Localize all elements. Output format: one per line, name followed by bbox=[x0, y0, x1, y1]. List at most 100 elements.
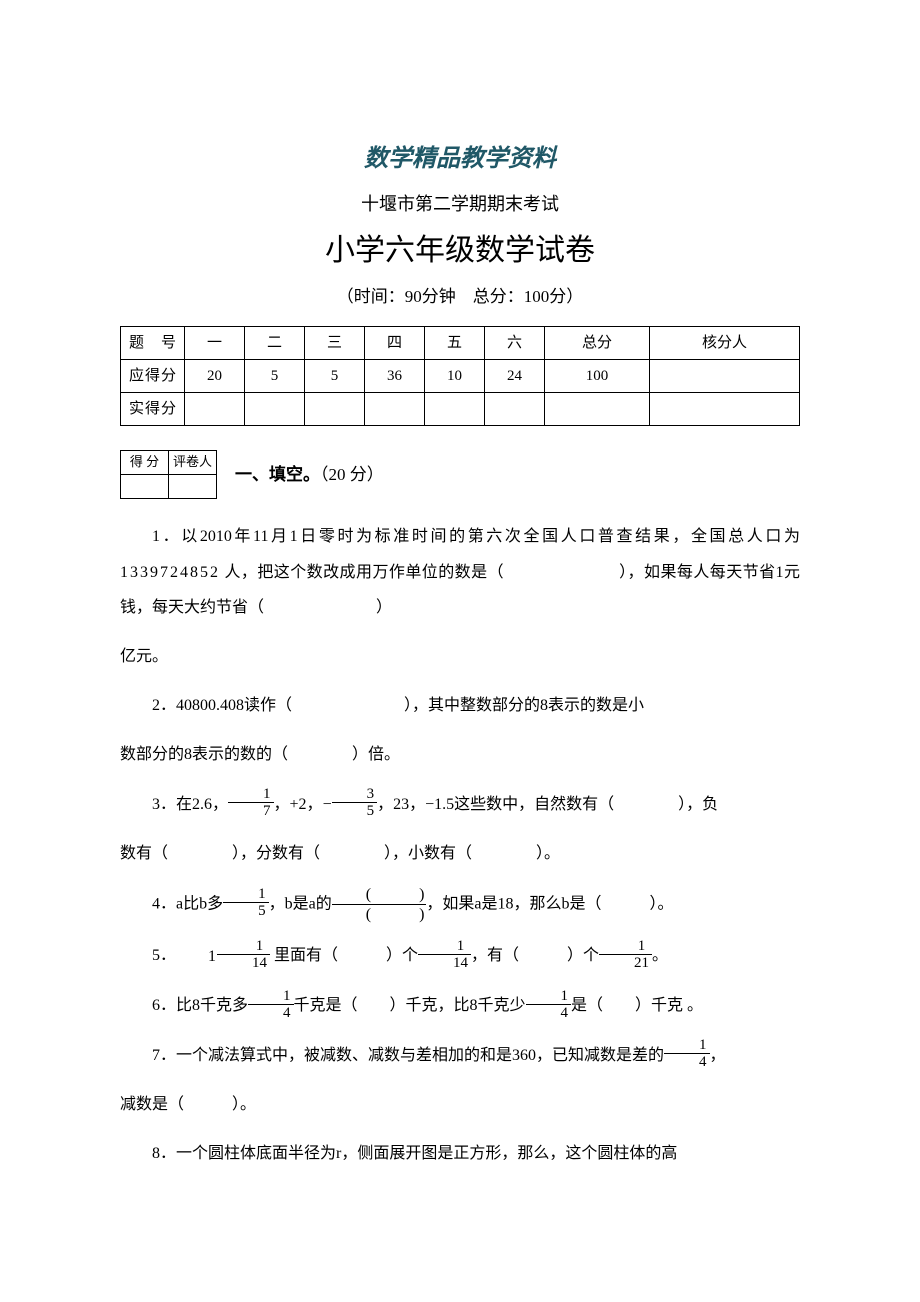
q-prefix: 6． bbox=[152, 997, 176, 1014]
q-text: 比8千克多 bbox=[176, 997, 248, 1014]
section-1-row: 得 分 评卷人 一、填空。（20 分） bbox=[120, 450, 800, 499]
frac-num: 1 bbox=[664, 1037, 710, 1055]
fraction: 14 bbox=[664, 1037, 710, 1071]
expected-cell: 5 bbox=[305, 360, 365, 393]
row-label: 题 号 bbox=[121, 327, 185, 360]
frac-den: 14 bbox=[418, 955, 471, 972]
score-expected-row: 应得分 20 5 5 36 10 24 100 bbox=[121, 360, 800, 393]
actual-cell bbox=[185, 393, 245, 426]
q-prefix: 1． bbox=[152, 528, 181, 545]
question-7: 7．一个减法算式中，被减数、减数与差相加的和是360，已知减数是差的14， bbox=[120, 1038, 800, 1073]
frac-den: 4 bbox=[526, 1005, 572, 1022]
frac-den: 5 bbox=[223, 903, 269, 920]
small-box-value bbox=[169, 475, 217, 499]
exam-city: 十堰市第二学期期末考试 bbox=[120, 190, 800, 219]
q-prefix: 4． bbox=[152, 895, 176, 912]
q-prefix: 8． bbox=[152, 1145, 176, 1162]
q-text: 人，把这个数改成用万作单位的数是 bbox=[224, 564, 487, 581]
fraction: 114 bbox=[217, 938, 270, 972]
frac-num: 1 bbox=[248, 988, 294, 1006]
frac-den: 21 bbox=[599, 955, 652, 972]
actual-cell bbox=[425, 393, 485, 426]
q-text: 。 bbox=[652, 947, 668, 964]
q-prefix: 2． bbox=[152, 697, 176, 714]
fraction: 14 bbox=[526, 988, 572, 1022]
fraction: 17 bbox=[228, 786, 274, 820]
question-8: 8．一个圆柱体底面半径为r，侧面展开图是正方形，那么，这个圆柱体的高 bbox=[120, 1136, 800, 1171]
q-text: 总人口为 bbox=[728, 528, 800, 545]
frac-den: 7 bbox=[228, 803, 274, 820]
score-table: 题 号 一 二 三 四 五 六 总分 核分人 应得分 20 5 5 36 10 … bbox=[120, 326, 800, 426]
mixed-number: 1114 bbox=[176, 939, 270, 974]
expected-cell: 20 bbox=[185, 360, 245, 393]
frac-den: 4 bbox=[664, 1054, 710, 1071]
frac-den: 4 bbox=[248, 1005, 294, 1022]
section-heading-text: 一、填空。 bbox=[235, 465, 320, 484]
q-text: ， bbox=[710, 1047, 726, 1064]
q-text: 里面有（ ）个 bbox=[270, 947, 418, 964]
frac-num: 1 bbox=[223, 886, 269, 904]
q-prefix: 5． bbox=[152, 947, 176, 964]
q-text: ，b是a的 bbox=[269, 895, 332, 912]
q-text: 40800.408读作（ ），其中整数部分的8表示的数是小 bbox=[176, 697, 644, 714]
frac-num: 1 bbox=[526, 988, 572, 1006]
mixed-whole: 1 bbox=[176, 939, 216, 974]
q-text: a比b多 bbox=[176, 895, 223, 912]
actual-cell bbox=[485, 393, 545, 426]
fraction: 121 bbox=[599, 938, 652, 972]
section-points: （20 分） bbox=[320, 465, 384, 484]
small-box-header: 得 分 bbox=[121, 451, 169, 475]
col-header: 三 bbox=[305, 327, 365, 360]
q-text: ，有（ ）个 bbox=[471, 947, 599, 964]
expected-cell: 36 bbox=[365, 360, 425, 393]
document-subtitle: 数学精品教学资料 bbox=[120, 140, 800, 178]
q-text: 在2.6， bbox=[176, 796, 228, 813]
actual-cell bbox=[245, 393, 305, 426]
col-header: 二 bbox=[245, 327, 305, 360]
q-prefix: 7． bbox=[152, 1047, 176, 1064]
fraction: 14 bbox=[248, 988, 294, 1022]
q-text: ，+2， bbox=[274, 796, 323, 813]
actual-cell bbox=[365, 393, 425, 426]
question-5: 5．1114 里面有（ ）个114，有（ ）个121。 bbox=[120, 938, 800, 974]
frac-num: 1 bbox=[217, 938, 270, 956]
actual-cell bbox=[305, 393, 365, 426]
expected-cell: 100 bbox=[545, 360, 650, 393]
q-text: 是（ ）千克 。 bbox=[571, 997, 703, 1014]
frac-den: 14 bbox=[217, 955, 270, 972]
frac-den: 5 bbox=[332, 803, 378, 820]
q-prefix: 3． bbox=[152, 796, 176, 813]
question-4: 4．a比b多15，b是a的( )( )，如果a是18，那么b是（ ）。 bbox=[120, 885, 800, 924]
question-7b: 减数是（ ）。 bbox=[120, 1087, 800, 1122]
frac-num: 1 bbox=[599, 938, 652, 956]
section-heading: 一、填空。（20 分） bbox=[235, 461, 384, 488]
q-text: ，如果a是18，那么b是（ ）。 bbox=[426, 895, 673, 912]
question-3b: 数有（ ），分数有（ ），小数有（ ）。 bbox=[120, 836, 800, 871]
expected-cell: 24 bbox=[485, 360, 545, 393]
expected-cell: 10 bbox=[425, 360, 485, 393]
col-header: 核分人 bbox=[649, 327, 799, 360]
question-3: 3．在2.6，17，+2，−35，23，−1.5这些数中，自然数有（ ），负 bbox=[120, 787, 800, 822]
blank-fraction: ( )( ) bbox=[332, 885, 427, 924]
frac-num: 1 bbox=[418, 938, 471, 956]
small-box-header: 评卷人 bbox=[169, 451, 217, 475]
q-text: − bbox=[323, 796, 332, 813]
fraction: 15 bbox=[223, 886, 269, 920]
question-1-end: 亿元。 bbox=[120, 639, 800, 674]
fraction: 35 bbox=[332, 786, 378, 820]
frac-num: 1 bbox=[228, 786, 274, 804]
fraction: 114 bbox=[418, 938, 471, 972]
question-2b: 数部分的8表示的数的（ ）倍。 bbox=[120, 737, 800, 772]
col-header: 五 bbox=[425, 327, 485, 360]
question-6: 6．比8千克多14千克是（ ）千克，比8千克少14是（ ）千克 。 bbox=[120, 988, 800, 1023]
col-header: 四 bbox=[365, 327, 425, 360]
q-text: 一个圆柱体底面半径为r，侧面展开图是正方形，那么，这个圆柱体的高 bbox=[176, 1145, 677, 1162]
col-header: 总分 bbox=[545, 327, 650, 360]
frac-num: ( ) bbox=[332, 885, 427, 905]
expected-cell: 5 bbox=[245, 360, 305, 393]
score-header-row: 题 号 一 二 三 四 五 六 总分 核分人 bbox=[121, 327, 800, 360]
score-actual-row: 实得分 bbox=[121, 393, 800, 426]
q-text: 以2010年11月1日零时为标准时间的第六次全国人口普查结果，全国 bbox=[181, 528, 728, 545]
frac-den: ( ) bbox=[332, 905, 427, 924]
exam-meta: （时间：90分钟 总分：100分） bbox=[120, 283, 800, 310]
